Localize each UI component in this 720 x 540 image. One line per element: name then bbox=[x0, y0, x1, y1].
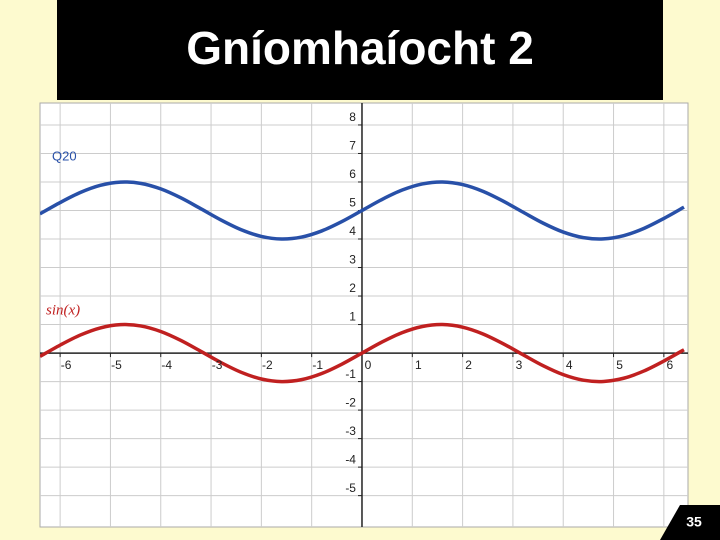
series-line bbox=[40, 322, 685, 384]
x-tick-label: -3 bbox=[212, 358, 223, 372]
x-tick-label: -4 bbox=[161, 358, 172, 372]
y-tick-label: 5 bbox=[349, 196, 356, 210]
y-tick-label: -5 bbox=[345, 481, 356, 495]
y-tick-label: -2 bbox=[345, 395, 356, 409]
y-tick-label: -4 bbox=[345, 452, 356, 466]
y-tick-label: 2 bbox=[349, 281, 356, 295]
y-tick-label: -1 bbox=[345, 367, 356, 381]
y-tick-label: 4 bbox=[349, 224, 356, 238]
x-tick-label: -2 bbox=[262, 358, 273, 372]
x-tick-label: 4 bbox=[566, 358, 573, 372]
y-tick-label: 1 bbox=[349, 310, 356, 324]
x-tick-label: 2 bbox=[465, 358, 472, 372]
y-tick-label: 3 bbox=[349, 253, 356, 267]
series-label: sin(x) bbox=[46, 302, 80, 318]
x-tick-label: 3 bbox=[516, 358, 523, 372]
x-tick-label: -6 bbox=[61, 358, 72, 372]
x-tick-label: 1 bbox=[415, 358, 422, 372]
series-line bbox=[40, 180, 685, 241]
x-tick-label: 6 bbox=[667, 358, 674, 372]
x-tick-label: -5 bbox=[111, 358, 122, 372]
plot-area bbox=[39, 102, 689, 528]
x-tick-label: 5 bbox=[616, 358, 623, 372]
x-tick-label: -1 bbox=[312, 358, 323, 372]
page-number-box bbox=[660, 505, 720, 540]
page-number: 35 bbox=[686, 514, 702, 530]
x-tick-label: 0 bbox=[365, 358, 372, 372]
slide-title: Gníomhaíocht 2 bbox=[186, 22, 534, 74]
y-tick-label: -3 bbox=[345, 424, 356, 438]
title-box bbox=[57, 0, 663, 100]
y-tick-label: 7 bbox=[349, 139, 356, 153]
series-label: Q20 bbox=[52, 148, 77, 163]
y-tick-label: 6 bbox=[349, 167, 356, 181]
y-tick-label: 8 bbox=[349, 110, 356, 124]
